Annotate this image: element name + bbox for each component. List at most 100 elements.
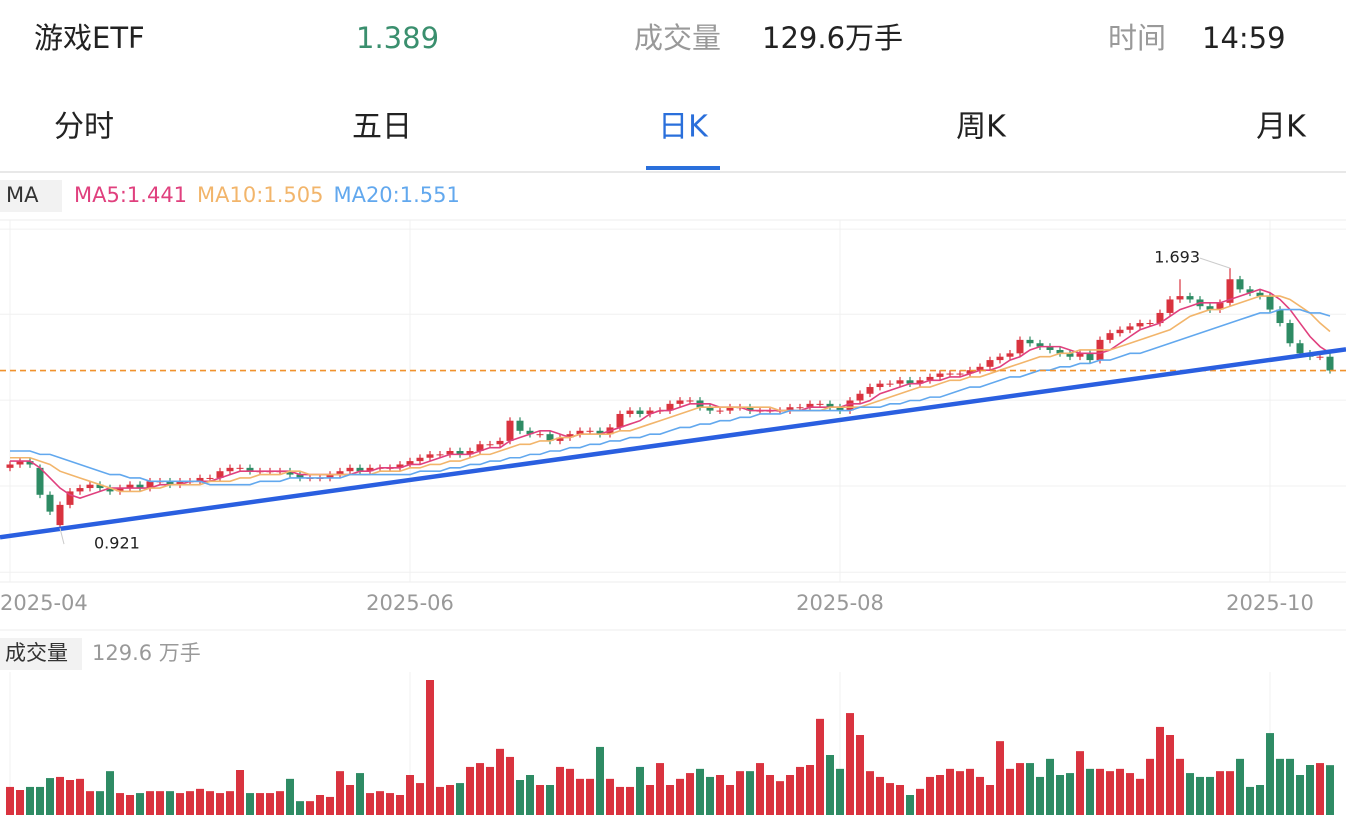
- volume-bar: [606, 778, 614, 815]
- volume-bar: [26, 786, 34, 815]
- candle-body: [46, 494, 54, 512]
- candle-body: [246, 467, 254, 472]
- volume-bar: [256, 793, 264, 815]
- volume-bar: [216, 793, 224, 815]
- trend-line: [0, 347, 1346, 540]
- volume-bar: [1276, 758, 1284, 815]
- volume-bar: [376, 791, 384, 815]
- candle-body: [556, 437, 564, 441]
- volume-bar: [586, 778, 594, 815]
- candle-body: [726, 407, 734, 411]
- volume-bar: [536, 785, 544, 815]
- plot: 2025-04 2025-06 2025-08 2025-10 1.693 0.921: [0, 220, 1346, 815]
- volume-bar: [1266, 733, 1274, 815]
- x-tick-label: 2025-10: [1226, 591, 1314, 615]
- candle-body: [356, 467, 364, 472]
- candle-body: [486, 444, 494, 446]
- candle-body: [936, 373, 944, 377]
- volume-bar: [906, 795, 914, 815]
- volume-bar: [476, 763, 484, 815]
- volume-bar: [336, 771, 344, 815]
- volume-bar: [1296, 775, 1304, 815]
- volume-bar: [406, 775, 414, 815]
- volume-bar: [236, 770, 244, 815]
- volume-bar: [1256, 785, 1264, 815]
- volume-bar: [386, 793, 394, 815]
- candle-body: [746, 407, 754, 411]
- tab[interactable]: 五日: [352, 110, 412, 145]
- volume-bar: [1036, 776, 1044, 815]
- tab-underline: [646, 166, 720, 170]
- candle-body: [1236, 279, 1244, 290]
- volume-bar: [926, 776, 934, 815]
- volume-bar: [456, 783, 464, 815]
- tab[interactable]: 日K: [658, 110, 709, 145]
- volume-bar: [1086, 768, 1094, 815]
- volume-bar: [366, 793, 374, 815]
- tab[interactable]: 月K: [1256, 110, 1307, 145]
- candle-body: [886, 383, 894, 385]
- volume-bar: [296, 801, 304, 815]
- ma-line: [10, 295, 1331, 493]
- volume-bar: [1206, 776, 1214, 815]
- candle-body: [26, 461, 34, 465]
- volume-bar: [616, 786, 624, 815]
- volume-bar: [1096, 768, 1104, 815]
- candle-body: [1216, 302, 1224, 310]
- candle-body: [1146, 323, 1154, 325]
- volume-bar: [746, 771, 754, 815]
- x-tick-label: 2025-08: [796, 591, 884, 615]
- volume-bar: [1146, 758, 1154, 815]
- volume-bar: [316, 795, 324, 815]
- candle-body: [506, 420, 514, 441]
- candle-body: [1006, 353, 1014, 357]
- candle-body: [406, 461, 414, 465]
- volume-bar: [716, 775, 724, 815]
- candle-body: [516, 420, 524, 431]
- candle-body: [646, 410, 654, 414]
- volume-bar: [556, 766, 564, 815]
- volume-bar: [516, 780, 524, 815]
- annotation-leader: [1199, 257, 1231, 269]
- candle-body: [1076, 353, 1084, 357]
- candle-body: [926, 376, 934, 381]
- volume-legend-box: [0, 638, 82, 670]
- legend-entry: MA10:1.505: [197, 183, 323, 207]
- candle-body: [496, 440, 504, 445]
- volume-bar: [486, 766, 494, 815]
- volume-bar: [936, 775, 944, 815]
- volume-bar: [796, 766, 804, 815]
- volume-bar: [686, 773, 694, 815]
- volume-bar: [706, 776, 714, 815]
- volume-bar: [306, 801, 314, 815]
- candle-body: [806, 403, 814, 408]
- candle-body: [826, 403, 834, 408]
- tab[interactable]: 周K: [956, 110, 1007, 145]
- candle-body: [1126, 326, 1134, 330]
- candle-body: [586, 430, 594, 432]
- volume-bar: [126, 795, 134, 815]
- volume-bar: [1156, 726, 1164, 815]
- tab[interactable]: 分时: [54, 110, 114, 145]
- candle-body: [1026, 339, 1034, 344]
- candle-body: [36, 467, 44, 495]
- candle-body: [1056, 349, 1064, 354]
- volume-bar: [946, 768, 954, 815]
- volume-bar: [96, 791, 104, 815]
- volume-bar: [46, 778, 54, 815]
- volume-title: 成交量: [5, 641, 68, 665]
- volume-bar: [426, 680, 434, 815]
- candle-body: [896, 380, 904, 384]
- candle-body: [946, 373, 954, 375]
- volume-bar: [756, 763, 764, 815]
- volume-bar: [1186, 773, 1194, 815]
- volume-bar: [416, 783, 424, 815]
- volume-bar: [226, 791, 234, 815]
- volume-bar: [656, 763, 664, 815]
- volume-bar: [106, 771, 114, 815]
- volume-bar: [206, 791, 214, 815]
- volume-bar: [1136, 778, 1144, 815]
- candle-body: [6, 464, 14, 468]
- volume-bar: [1116, 768, 1124, 815]
- time-value: 14:59: [1202, 21, 1286, 55]
